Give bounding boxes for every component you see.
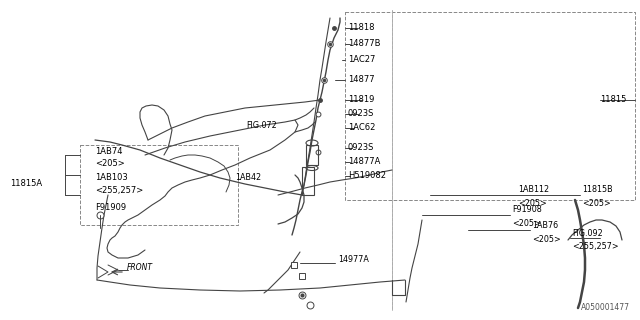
Text: <255,257>: <255,257>	[95, 186, 143, 195]
Text: <205>: <205>	[95, 159, 125, 169]
Text: 1AB103: 1AB103	[95, 173, 128, 182]
Text: 1AB42: 1AB42	[235, 173, 261, 182]
Text: 1AB74: 1AB74	[95, 148, 122, 156]
Text: A050001477: A050001477	[581, 303, 630, 312]
Text: 1AC27: 1AC27	[348, 55, 376, 65]
Text: 0923S: 0923S	[348, 143, 374, 153]
Text: 11815B: 11815B	[582, 186, 612, 195]
Text: 1AC62: 1AC62	[348, 124, 376, 132]
Text: <205>: <205>	[518, 199, 547, 209]
Text: FIG.072: FIG.072	[246, 122, 276, 131]
Text: 11819: 11819	[348, 95, 374, 105]
Text: 14877: 14877	[348, 76, 374, 84]
Text: <205>: <205>	[582, 199, 611, 209]
Text: <205>: <205>	[512, 220, 541, 228]
Text: FRONT: FRONT	[127, 263, 153, 273]
Text: <255,257>: <255,257>	[572, 243, 619, 252]
Text: 11818: 11818	[348, 23, 374, 33]
Text: 1AB112: 1AB112	[518, 186, 549, 195]
Text: 11815A: 11815A	[10, 179, 42, 188]
Bar	[306, 145, 318, 165]
Text: F91908: F91908	[512, 205, 541, 214]
Bar	[302, 167, 314, 195]
Text: 11815: 11815	[600, 95, 627, 105]
Text: 14877B: 14877B	[348, 39, 381, 49]
Text: 14877A: 14877A	[348, 157, 380, 166]
Text: F91909: F91909	[95, 204, 126, 212]
Text: 0923S: 0923S	[348, 109, 374, 118]
Text: 14977A: 14977A	[338, 255, 369, 265]
Text: FIG.092: FIG.092	[572, 228, 603, 237]
Text: <205>: <205>	[532, 235, 561, 244]
Text: H519082: H519082	[348, 172, 386, 180]
Text: 1AB76: 1AB76	[532, 220, 558, 229]
